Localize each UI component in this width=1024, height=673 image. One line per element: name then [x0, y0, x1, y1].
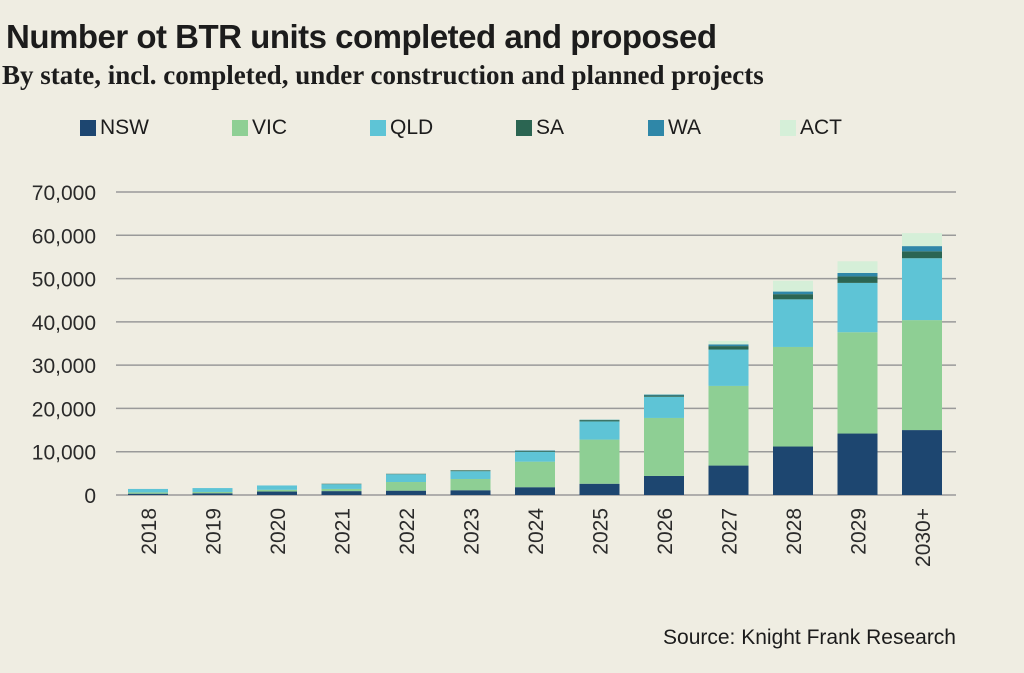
bar-segment-act-2030plus	[902, 233, 942, 247]
bar-segment-qld-2025	[579, 421, 620, 440]
bar-segment-vic-2025	[579, 439, 620, 484]
bar-segment-sa-2024	[515, 450, 555, 452]
x-tick-label: 2024	[525, 508, 548, 555]
bar-segment-sa-2028	[773, 294, 813, 300]
bar-segment-nsw-2025	[579, 483, 620, 495]
bar-segment-vic-2022	[386, 482, 426, 491]
bar-segment-vic-2021	[321, 488, 362, 492]
bar-segment-act-2028	[773, 280, 813, 292]
bar-segment-nsw-2027	[708, 465, 749, 495]
bar-segment-qld-2023	[450, 471, 491, 479]
bar-segment-nsw-2020	[257, 491, 297, 495]
bar-segment-sa-2023	[450, 470, 491, 472]
bar-segment-nsw-2022	[386, 490, 426, 495]
x-tick-label: 2025	[590, 508, 613, 555]
y-tick-label: 50,000	[32, 269, 96, 292]
bar-segment-vic-2030plus	[902, 320, 942, 431]
bar-segment-wa-2027	[708, 344, 749, 347]
x-tick-label: 2020	[267, 508, 290, 555]
bar-segment-act-2027	[708, 340, 749, 345]
bar-segment-nsw-2030plus	[902, 430, 942, 495]
bar-segment-qld-2026	[644, 396, 684, 418]
bar-segment-nsw-2029	[837, 433, 878, 495]
bar-segment-sa-2027	[708, 346, 749, 350]
bar-segment-qld-2019	[192, 488, 233, 492]
chart-title: Number ot BTR units completed and propos…	[6, 18, 717, 55]
bar-segment-qld-2020	[257, 485, 297, 490]
bar-segment-nsw-2021	[321, 491, 362, 495]
bar-segment-wa-2030plus	[902, 246, 942, 252]
bar-segment-qld-2024	[515, 451, 555, 462]
bar-segment-vic-2023	[450, 478, 491, 491]
bar-segment-nsw-2026	[644, 475, 684, 495]
bar-segment-sa-2025	[579, 420, 620, 422]
bar-segment-qld-2028	[773, 299, 813, 347]
y-tick-label: 70,000	[32, 182, 96, 205]
x-tick-label: 2030+	[912, 508, 935, 567]
bar-segment-vic-2018	[128, 492, 168, 494]
bar-segment-qld-2021	[321, 484, 362, 489]
bar-segment-wa-2026	[644, 394, 684, 396]
bar-segment-vic-2027	[708, 385, 749, 466]
y-tick-label: 10,000	[32, 442, 96, 465]
y-tick-label: 30,000	[32, 355, 96, 378]
bar-segment-wa-2028	[773, 291, 813, 295]
bar-segment-act-2029	[837, 261, 878, 273]
x-tick-label: 2026	[654, 508, 677, 555]
bar-segment-nsw-2028	[773, 446, 813, 495]
x-tick-label: 2029	[848, 508, 871, 555]
bar-segment-sa-2029	[837, 276, 878, 283]
bar-segment-qld-2027	[708, 349, 749, 386]
x-tick-label: 2023	[461, 508, 484, 555]
y-tick-label: 0	[84, 485, 96, 508]
bar-segment-vic-2029	[837, 332, 878, 434]
x-tick-label: 2018	[138, 508, 161, 555]
bar-segment-vic-2028	[773, 346, 813, 447]
source-note: Source: Knight Frank Research	[663, 626, 956, 649]
bar-segment-nsw-2024	[515, 487, 555, 495]
bar-segment-nsw-2019	[192, 493, 233, 495]
bar-segment-nsw-2018	[128, 493, 168, 495]
y-tick-label: 40,000	[32, 312, 96, 335]
bar-segment-qld-2029	[837, 282, 878, 333]
x-tick-label: 2022	[396, 508, 419, 555]
y-tick-label: 60,000	[32, 225, 96, 248]
bar-segment-qld-2022	[386, 474, 426, 483]
bar-segment-sa-2026	[644, 395, 684, 397]
bar-segment-vic-2026	[644, 417, 684, 476]
bar-segment-vic-2024	[515, 461, 555, 488]
x-tick-label: 2027	[719, 508, 742, 555]
x-tick-label: 2028	[783, 508, 806, 555]
bar-segment-nsw-2023	[450, 490, 491, 495]
bar-segment-vic-2019	[192, 491, 233, 494]
bar-segment-vic-2020	[257, 489, 297, 492]
x-tick-label: 2021	[332, 508, 355, 555]
bar-segment-qld-2030plus	[902, 258, 942, 321]
y-tick-label: 20,000	[32, 398, 96, 421]
bar-segment-qld-2018	[128, 488, 168, 493]
bar-segment-wa-2029	[837, 272, 878, 277]
x-tick-label: 2019	[203, 508, 226, 555]
chart-subtitle: By state, incl. completed, under constru…	[2, 60, 764, 90]
bar-segment-sa-2030plus	[902, 251, 942, 259]
